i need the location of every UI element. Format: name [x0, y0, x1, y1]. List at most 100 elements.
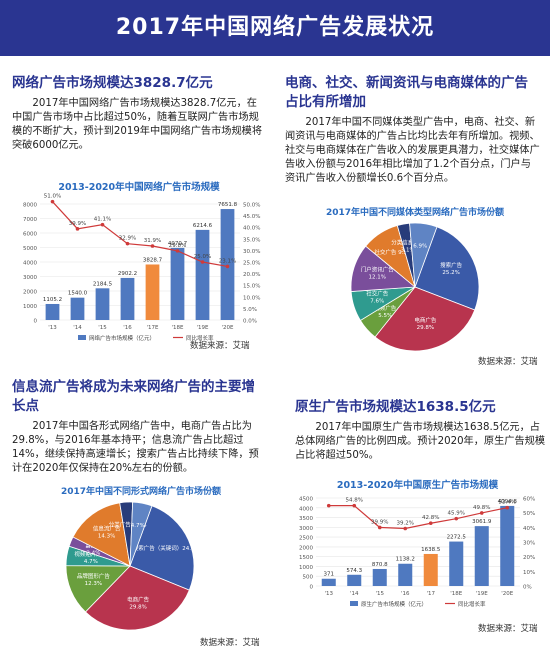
- section-feed-ads: 信息流广告将成为未来网络广告的主要增长点 2017年中国各形式网络广告中，电商广…: [12, 378, 267, 476]
- slice-label: 视频广告 5.5%: [374, 304, 397, 319]
- chart-title: 2013-2020年中国原生广告市场规模: [337, 479, 499, 491]
- x-tick-label: '13: [324, 591, 333, 597]
- rate-label: 39.2%: [397, 521, 414, 527]
- y2-tick-label: 10%: [523, 570, 535, 576]
- bar-value-label: 371: [324, 572, 335, 578]
- rate-label: 23.1%: [219, 258, 236, 264]
- bar: [321, 578, 336, 586]
- bar-value-label: 870.8: [372, 562, 388, 568]
- bar: [500, 505, 515, 586]
- y-tick-label: 5000: [23, 246, 37, 252]
- y-tick-label: 2000: [23, 290, 37, 296]
- y-tick-label: 4000: [23, 261, 37, 267]
- chart-title: 2017年中国不同媒体类型网络广告市场份额: [326, 206, 504, 218]
- y-tick-label: 500: [303, 575, 314, 581]
- bar: [95, 288, 110, 320]
- section-text: 2017年中国各形式网络广告中，电商广告占比为29.8%，与2016年基本持平；…: [12, 421, 259, 474]
- y-tick-label: 4500: [299, 497, 313, 503]
- bar-value-label: 2272.5: [447, 535, 467, 541]
- y-tick-label: 8000: [23, 203, 37, 209]
- bar: [45, 303, 60, 320]
- bar: [120, 277, 135, 320]
- bar: [474, 526, 489, 586]
- x-tick-label: '17: [426, 591, 435, 597]
- legend-swatch-bar: [350, 601, 358, 606]
- y2-tick-label: 30%: [523, 541, 535, 547]
- bar-value-label: 3828.7: [143, 257, 163, 263]
- legend-label: 同比增长率: [458, 600, 486, 608]
- x-tick-label: '19E: [476, 591, 489, 597]
- y2-tick-label: 40%: [523, 526, 535, 532]
- legend-label: 同比增长率: [186, 334, 214, 342]
- rate-point: [175, 249, 180, 253]
- bar-value-label: 574.3: [346, 568, 362, 574]
- rate-point: [75, 227, 80, 231]
- rate-point: [377, 525, 382, 530]
- bar-value-label: 2184.5: [93, 281, 113, 287]
- y2-tick-label: 5.0%: [243, 307, 257, 313]
- y-tick-label: 3500: [299, 516, 313, 522]
- y2-tick-label: 35.0%: [243, 237, 260, 243]
- rate-line: [328, 505, 508, 530]
- rate-point: [50, 199, 55, 204]
- slice-label: 电商广告 29.8%: [127, 595, 150, 610]
- pie-slice: [129, 505, 195, 591]
- rate-point: [200, 260, 205, 264]
- rate-point: [225, 264, 230, 269]
- y2-tick-label: 15.0%: [243, 284, 260, 290]
- rate-label: 51.0%: [44, 194, 61, 200]
- chart-native-ad-size: 2013-2020年中国原生广告市场规模 0 500 1000 1500 2000 2500…: [299, 479, 535, 608]
- rate-point: [428, 521, 433, 526]
- x-tick-label: '16: [123, 325, 132, 331]
- y-tick-label: 1000: [299, 565, 313, 571]
- rate-point: [125, 241, 130, 246]
- data-source: 数据来源：艾瑞: [190, 341, 250, 351]
- bar: [70, 297, 85, 320]
- rate-point: [454, 516, 459, 521]
- bar-value-label: 4094.8: [498, 499, 518, 505]
- y-tick-label: 7000: [23, 217, 37, 223]
- chart-title: 2013-2020年中国网络广告市场规模: [58, 181, 220, 193]
- bar: [372, 568, 387, 586]
- rate-label: 54.8%: [346, 498, 363, 504]
- slice-label: 分类信息广告 3.1%: [391, 238, 425, 253]
- pie-slice: [129, 501, 153, 567]
- x-tick-label: '16: [401, 591, 410, 597]
- bar: [347, 574, 362, 586]
- rate-label: 25.0%: [194, 254, 211, 260]
- bar: [423, 553, 438, 586]
- bar-value-label: 1638.5: [421, 547, 441, 553]
- bar: [220, 209, 235, 320]
- bar-value-label: 3061.9: [472, 519, 492, 525]
- rate-point: [479, 511, 484, 515]
- section-heading: 信息流广告将成为未来网络广告的主要增长点: [12, 379, 255, 414]
- rate-label: 41.1%: [94, 217, 111, 223]
- y2-tick-label: 10.0%: [243, 295, 260, 301]
- rate-point: [352, 503, 357, 508]
- x-tick-label: '19E: [197, 325, 210, 331]
- y2-tick-label: 40.0%: [243, 226, 260, 232]
- slice-label: 搜索广告（关键词）24.5%: [133, 544, 200, 552]
- slice-label: 6.9%: [413, 244, 427, 250]
- data-source: 数据来源：艾瑞: [478, 624, 538, 634]
- y-tick-label: 2000: [299, 545, 313, 551]
- rate-label: 39.9%: [371, 519, 388, 525]
- x-tick-label: '18E: [450, 591, 463, 597]
- y2-tick-label: 25.0%: [243, 261, 260, 267]
- y2-tick-label: 0%: [523, 585, 532, 591]
- y2-tick-label: 20.0%: [243, 272, 260, 278]
- x-tick-label: '15: [375, 591, 384, 597]
- y-tick-label: 3000: [299, 526, 313, 532]
- rate-label: 45.9%: [448, 511, 465, 517]
- rate-label: 29.8%: [169, 243, 186, 249]
- section-heading: 电商、社交、新闻资讯与电商媒体的广告占比有所增加: [285, 75, 528, 110]
- bar-value-label: 1138.2: [396, 557, 415, 563]
- x-tick-label: '17E: [147, 325, 160, 331]
- y-tick-label: 4000: [299, 506, 313, 512]
- section-heading: 原生广告市场规模达1638.5亿元: [295, 399, 496, 415]
- y2-tick-label: 50.0%: [243, 203, 260, 209]
- rate-label: 49.8%: [473, 505, 490, 511]
- slice-label: 门户资讯广告 12.1%: [361, 265, 395, 280]
- slice-label: 视频贴片广告 4.7%: [74, 550, 108, 565]
